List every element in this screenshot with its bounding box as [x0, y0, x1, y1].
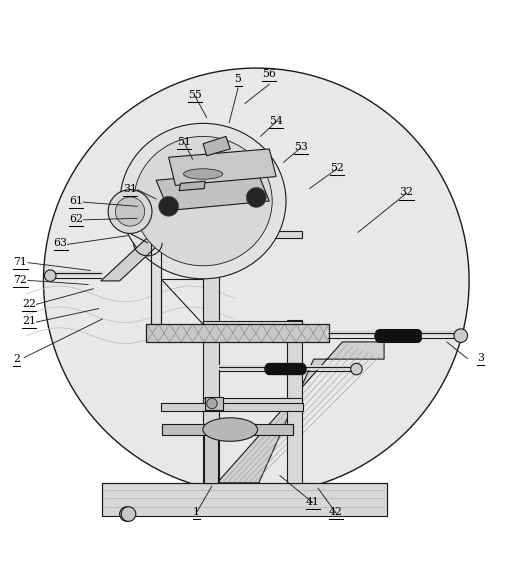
Circle shape: [44, 270, 56, 281]
Text: 55: 55: [188, 90, 201, 100]
Circle shape: [159, 196, 178, 216]
Polygon shape: [217, 342, 384, 483]
Circle shape: [207, 398, 217, 409]
Ellipse shape: [120, 124, 286, 279]
Text: 42: 42: [329, 507, 343, 517]
Text: 51: 51: [177, 137, 191, 147]
Polygon shape: [203, 321, 302, 327]
Circle shape: [120, 507, 134, 521]
Text: 52: 52: [330, 163, 344, 173]
Circle shape: [43, 68, 469, 494]
Circle shape: [121, 507, 136, 521]
Circle shape: [116, 197, 145, 226]
Polygon shape: [151, 227, 162, 324]
Text: 1: 1: [193, 507, 200, 517]
Polygon shape: [203, 398, 302, 404]
Polygon shape: [203, 227, 219, 483]
Text: 61: 61: [70, 196, 83, 206]
Polygon shape: [146, 324, 329, 342]
Text: 2: 2: [13, 354, 20, 365]
Polygon shape: [203, 137, 230, 156]
Text: 71: 71: [14, 257, 27, 267]
Text: 72: 72: [14, 274, 27, 285]
Bar: [205, 397, 223, 410]
Text: 21: 21: [22, 316, 37, 326]
Text: 53: 53: [294, 142, 308, 152]
Text: 62: 62: [70, 214, 83, 223]
Polygon shape: [204, 435, 218, 483]
Polygon shape: [101, 232, 172, 281]
Text: 22: 22: [22, 299, 37, 308]
Ellipse shape: [203, 418, 258, 441]
Polygon shape: [163, 424, 293, 435]
Circle shape: [108, 189, 152, 234]
Text: 5: 5: [235, 74, 242, 84]
Polygon shape: [162, 404, 303, 411]
Circle shape: [351, 363, 362, 375]
Text: 32: 32: [400, 188, 414, 197]
Polygon shape: [203, 231, 302, 238]
Text: 63: 63: [54, 238, 67, 248]
Polygon shape: [103, 483, 386, 515]
Circle shape: [246, 188, 266, 208]
Ellipse shape: [184, 169, 223, 179]
Ellipse shape: [134, 137, 272, 266]
Circle shape: [454, 329, 468, 342]
Polygon shape: [287, 320, 302, 483]
Text: 56: 56: [263, 69, 276, 79]
Text: 54: 54: [269, 116, 283, 126]
Polygon shape: [168, 149, 276, 185]
Text: 3: 3: [477, 353, 484, 363]
Text: 31: 31: [123, 184, 137, 194]
Polygon shape: [179, 181, 205, 191]
Polygon shape: [156, 171, 269, 210]
Text: 41: 41: [305, 497, 320, 507]
